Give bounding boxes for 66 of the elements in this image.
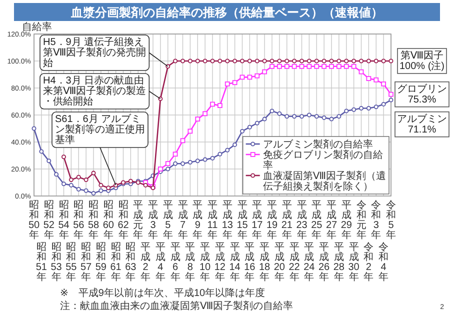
x-tick-label: 令和4年 <box>378 241 389 283</box>
x-tick-label: 令和2年 <box>364 241 374 283</box>
x-tick-label: 昭和56年 <box>73 200 85 241</box>
x-tick-label: 平成10年 <box>200 242 212 283</box>
x-tick-label: 平成6年 <box>170 242 180 283</box>
annotation: S61．6月 アルブミン製剤等の適正使用基準 <box>55 113 145 146</box>
legend-label: アルブミン製剤の自給率 <box>262 138 373 150</box>
x-tick-label: 昭和50年 <box>28 200 40 241</box>
x-tick-label: 昭和57年 <box>80 242 92 283</box>
x-tick-label: 平成19年 <box>266 200 278 241</box>
x-tick-label: 平成16年 <box>244 242 256 283</box>
legend-label: 血液凝固第Ⅷ因子製剤（遺伝子組換え製剤を除く） <box>262 170 386 192</box>
annotation: H4．3月 日赤の献血由来第Ⅷ因子製剤の製造・供給開始 <box>43 74 146 108</box>
annotation: S61．6月 アルブミン製剤等の適正使用基準 <box>52 112 148 186</box>
annotation: H4．3月 日赤の献血由来第Ⅷ因子製剤の製造・供給開始 <box>40 73 161 110</box>
x-tick-label: 平成30年 <box>348 242 360 283</box>
x-tick-label: 昭和54年 <box>58 200 70 241</box>
x-tick-label: 昭和62年 <box>118 200 130 241</box>
x-tick-label: 平成12年 <box>214 242 226 283</box>
x-tick-label: 昭和51年 <box>36 242 48 283</box>
x-tick-label: 平成22年 <box>288 242 300 283</box>
x-tick-label: 令和元年 <box>356 199 366 241</box>
x-tick-label: 平成13年 <box>222 200 234 241</box>
legend-label: 免疫グロブリン製剤の自給率 <box>262 149 383 172</box>
x-tick-label: 昭和63年 <box>125 242 137 283</box>
x-tick-label: 平成21年 <box>281 200 293 241</box>
x-tick-label: 平成7年 <box>178 200 188 241</box>
x-tick-label: 平成9年 <box>192 200 203 241</box>
x-tick-label: 平成23年 <box>296 200 308 241</box>
x-tick-label: 平成8年 <box>185 242 196 283</box>
x-tick-label: 平成20年 <box>274 242 286 283</box>
x-tick-label: 平成元年 <box>133 200 144 241</box>
x-tick-label: 昭和58年 <box>88 200 100 241</box>
text: ※ 平成9年以前は年次、平成10年以降は年度 <box>60 287 266 299</box>
x-tick-label: 令和3年 <box>371 199 382 241</box>
annotation: H5．9月 遺伝子組換え第Ⅷ因子製剤の発売開始 <box>40 34 168 71</box>
x-tick-label: 平成5年 <box>162 200 173 241</box>
x-tick-label: 平成29年 <box>340 200 352 241</box>
x-tick-label: 平成28年 <box>333 242 345 283</box>
x-tick-label: 平成27年 <box>326 200 338 241</box>
x-tick-label: 平成2年 <box>140 242 151 283</box>
x-tick-label: 昭和59年 <box>95 242 107 283</box>
x-tick-label: 昭和60年 <box>102 200 114 241</box>
x-tick-label: 平成17年 <box>252 200 264 241</box>
annotation: アルブミン 71.1% <box>394 111 450 138</box>
x-tick-label: 令和5年 <box>386 199 396 241</box>
y-axis-title: 自給率 <box>22 21 52 33</box>
x-tick-label: 平成15年 <box>236 200 248 241</box>
annotation: 第Ⅷ因子 100% (注) <box>397 48 447 74</box>
chart-title: 血漿分画製剤の自給率の推移（供給量ベース）（速報値） <box>70 6 383 20</box>
x-tick-label: 平成26年 <box>318 242 330 283</box>
x-tick-label: 平成11年 <box>207 200 218 241</box>
text: 注：献血血液由来の血液凝固第Ⅷ因子製剤の自給率 <box>60 300 294 312</box>
x-tick-label: 昭和55年 <box>66 242 78 283</box>
x-tick-label: 昭和53年 <box>50 242 62 283</box>
x-tick-label: 平成3年 <box>148 200 158 241</box>
x-tick-label: 平成25年 <box>311 200 323 241</box>
annotation: H5．9月 遺伝子組換え第Ⅷ因子製剤の発売開始 <box>43 36 146 69</box>
x-tick-label: 平成18年 <box>259 242 271 283</box>
annotation: グロブリン 75.3% <box>394 81 450 108</box>
x-tick-label: 平成14年 <box>229 242 241 283</box>
x-tick-label: 昭和61年 <box>110 242 122 283</box>
title: 血漿分画製剤の自給率の推移（供給量ベース）（速報値） <box>14 3 440 21</box>
x-tick-label: 平成24年 <box>304 242 316 283</box>
x-tick-label: 平成4年 <box>155 242 166 283</box>
x-tick-label: 昭和52年 <box>43 200 55 241</box>
